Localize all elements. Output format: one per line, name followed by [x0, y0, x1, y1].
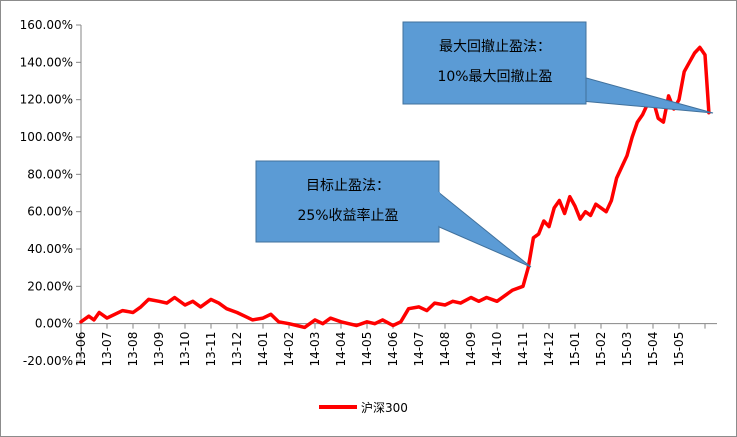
x-tick-label: 13-07: [100, 332, 114, 367]
legend-label: 沪深300: [361, 401, 408, 415]
x-axis: 13-06 13-07 13-08 13-09 13-10 13-11 13-12 14-01…: [74, 323, 717, 367]
x-tick-label: 14-12: [542, 332, 556, 367]
x-tick-label: 15-01: [568, 332, 582, 367]
x-tick-label: 14-04: [334, 332, 348, 367]
x-tick-label: 13-08: [126, 332, 140, 367]
x-tick-label: 14-11: [516, 332, 530, 367]
annotation-target-profit: 目标止盈法： 25%收益率止盈: [255, 160, 532, 268]
x-tick-label: 15-04: [646, 332, 660, 367]
y-tick-label: 80.00%: [27, 167, 73, 181]
x-tick-label: 14-01: [256, 332, 270, 367]
x-tick-label: 14-05: [360, 332, 374, 367]
y-tick-label: 0.00%: [35, 317, 73, 331]
x-tick-label: 13-09: [152, 332, 166, 367]
legend: 沪深300: [319, 401, 408, 415]
y-tick-label: 40.00%: [27, 242, 73, 256]
x-tick-label: 14-09: [464, 332, 478, 367]
y-axis: -20.00% 0.00% 20.00% 40.00% 60.00% 80.00% 100.…: [20, 18, 82, 368]
y-tick-label: 160.00%: [20, 18, 73, 32]
y-tick-label: 100.00%: [20, 130, 73, 144]
x-tick-label: 14-07: [412, 332, 426, 367]
x-tick-label: 14-02: [282, 332, 296, 367]
y-tick-label: 60.00%: [27, 205, 73, 219]
x-tick-label: 14-06: [386, 332, 400, 367]
annotation-pointer-cover: [562, 72, 585, 100]
annotation-pointer-cover: [438, 192, 440, 227]
x-tick-label: 14-03: [308, 332, 322, 367]
y-tick-label: -20.00%: [23, 354, 73, 368]
y-tick-label: 20.00%: [27, 279, 73, 293]
x-tick-label: 13-06: [74, 332, 88, 367]
annotation-max-drawdown: 最大回撤止盈法： 10%最大回撤止盈: [402, 21, 714, 114]
annotation-box: [255, 160, 440, 243]
x-tick-label: 13-11: [204, 332, 218, 367]
y-tick-label: 140.00%: [20, 55, 73, 69]
annotation-line-2: 10%最大回撤止盈: [437, 69, 552, 85]
x-tick-label: 15-03: [620, 332, 634, 367]
y-tick-label: 120.00%: [20, 93, 73, 107]
x-tick-label: 14-08: [438, 332, 452, 367]
annotation-line-1: 目标止盈法：: [306, 178, 390, 194]
annotation-box: [402, 21, 587, 105]
annotation-line-1: 最大回撤止盈法：: [439, 39, 551, 55]
annotation-pointer: [436, 189, 532, 268]
x-tick-label: 15-05: [672, 332, 686, 367]
series-line: [79, 45, 711, 330]
x-tick-label: 14-10: [490, 332, 504, 367]
x-tick-label: 13-10: [178, 332, 192, 367]
x-tick-label: 13-12: [230, 332, 244, 367]
annotation-line-2: 25%收益率止盈: [297, 207, 398, 224]
x-tick-label: 15-02: [594, 332, 608, 367]
plot-area: [79, 45, 711, 330]
